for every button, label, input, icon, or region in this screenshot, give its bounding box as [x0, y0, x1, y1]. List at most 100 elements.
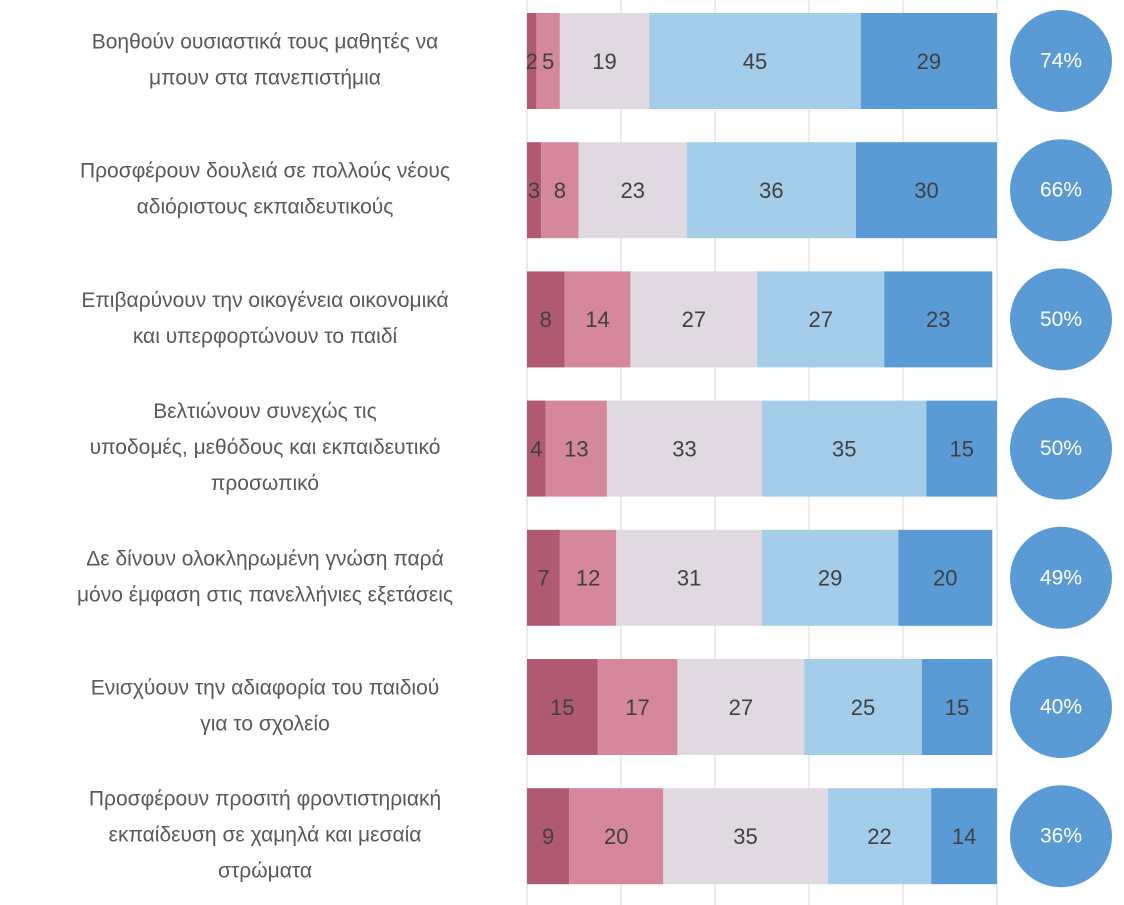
category-label: μόνο έμφαση στις πανελλήνιες εξετάσεις — [77, 583, 453, 606]
segment-label: 23 — [926, 307, 950, 332]
segment-label: 30 — [914, 178, 938, 203]
total-circle — [1010, 526, 1112, 629]
bar-segment — [564, 271, 631, 368]
bar-segment — [931, 788, 997, 885]
bar-segment — [559, 529, 617, 626]
category-label: υποδομές, μεθόδους και εκπαιδευτικό — [90, 436, 441, 459]
segment-label: 15 — [945, 695, 969, 720]
segment-label: 33 — [672, 436, 696, 461]
bar-segment — [757, 271, 885, 368]
segment-label: 8 — [540, 307, 552, 332]
category-label: για το σχολείο — [200, 713, 330, 736]
segment-label: 9 — [542, 824, 554, 849]
total-label: 50% — [1040, 308, 1082, 331]
segment-label: 17 — [625, 695, 649, 720]
bar-segment — [527, 400, 546, 497]
segment-label: 7 — [537, 566, 549, 591]
segment-label: 12 — [576, 566, 600, 591]
bar-segment — [569, 788, 664, 885]
category-label: Δε δίνουν ολοκληρωμένη γνώση παρά — [86, 547, 444, 570]
bar-segment — [630, 271, 758, 368]
segment-label: 20 — [604, 824, 628, 849]
bar-segment — [860, 13, 997, 109]
category-label: Βελτιώνουν συνεχώς τις — [153, 400, 376, 423]
segment-label: 15 — [550, 695, 574, 720]
segment-label: 5 — [542, 49, 554, 74]
bar-segment — [804, 659, 922, 755]
total-label: 36% — [1040, 825, 1082, 848]
bar-segment — [606, 400, 762, 497]
total-label: 50% — [1040, 437, 1082, 460]
bar-segment — [545, 400, 607, 497]
total-circle — [1010, 656, 1112, 758]
segment-label: 20 — [933, 566, 957, 591]
segment-label: 14 — [952, 824, 976, 849]
total-label: 66% — [1040, 179, 1082, 202]
bar-segment — [527, 271, 565, 368]
bar-segment — [616, 529, 762, 626]
category-label: προσωπικό — [211, 472, 319, 495]
bar-segment — [559, 13, 650, 109]
segment-label: 27 — [682, 307, 706, 332]
segment-label: 27 — [729, 695, 753, 720]
segment-label: 35 — [832, 436, 856, 461]
bar-segment — [527, 13, 537, 109]
segment-label: 29 — [917, 49, 941, 74]
segment-label: 8 — [554, 178, 566, 203]
category-label: εκπαίδευση σε χαμηλά και μεσαία — [109, 824, 422, 847]
category-label: στρώματα — [218, 860, 312, 883]
bar-segment — [686, 142, 856, 239]
bar-segment — [926, 400, 997, 497]
category-label: Βοηθούν ουσιαστικά τους μαθητές να — [92, 31, 439, 54]
total-circle — [1010, 785, 1112, 888]
segment-label: 29 — [818, 566, 842, 591]
category-label: αδιόριστους εκπαιδευτικούς — [137, 196, 394, 219]
category-label: Προσφέρουν προσιτή φροντιστηριακή — [89, 788, 441, 811]
category-label: μπουν στα πανεπιστήμια — [149, 67, 381, 90]
bar-segment — [898, 529, 993, 626]
bar-segment — [921, 659, 993, 755]
segment-label: 4 — [530, 436, 542, 461]
total-label: 49% — [1040, 566, 1082, 589]
bar-segment — [762, 529, 899, 626]
total-circle — [1010, 268, 1112, 371]
bar-segment — [762, 400, 927, 497]
segment-label: 23 — [621, 178, 645, 203]
bar-segment — [649, 13, 861, 109]
segment-label: 27 — [809, 307, 833, 332]
bar-segment — [536, 13, 560, 109]
category-label: και υπερφορτώνουν το παιδί — [133, 325, 398, 348]
segment-label: 45 — [743, 49, 767, 74]
total-circle — [1010, 10, 1112, 112]
bar-segment — [541, 142, 579, 239]
segment-label: 15 — [950, 436, 974, 461]
category-label: Επιβαρύνουν την οικογένεια οικονομικά — [81, 289, 448, 312]
segment-label: 14 — [585, 307, 609, 332]
segment-label: 31 — [677, 566, 701, 591]
total-circle — [1010, 397, 1112, 500]
category-label: Προσφέρουν δουλειά σε πολλούς νέους — [80, 160, 450, 183]
bar-segment — [663, 788, 828, 885]
bar-segment — [884, 271, 993, 368]
segment-label: 25 — [851, 695, 875, 720]
segment-label: 19 — [592, 49, 616, 74]
bar-segment — [827, 788, 932, 885]
segment-label: 13 — [564, 436, 588, 461]
segment-label: 22 — [867, 824, 891, 849]
segment-label: 35 — [733, 824, 757, 849]
total-label: 74% — [1040, 50, 1082, 73]
bar-segment — [527, 788, 570, 885]
bar-segment — [597, 659, 678, 755]
category-label: Ενισχύουν την αδιαφορία του παιδιού — [91, 677, 439, 700]
bar-segment — [578, 142, 687, 239]
bar-segment — [677, 659, 805, 755]
segment-label: 3 — [528, 178, 540, 203]
bar-segment — [527, 142, 542, 239]
total-circle — [1010, 139, 1112, 242]
segment-label: 2 — [526, 49, 538, 74]
bar-segment — [856, 142, 997, 239]
bar-segment — [527, 659, 598, 755]
bar-segment — [527, 529, 560, 626]
